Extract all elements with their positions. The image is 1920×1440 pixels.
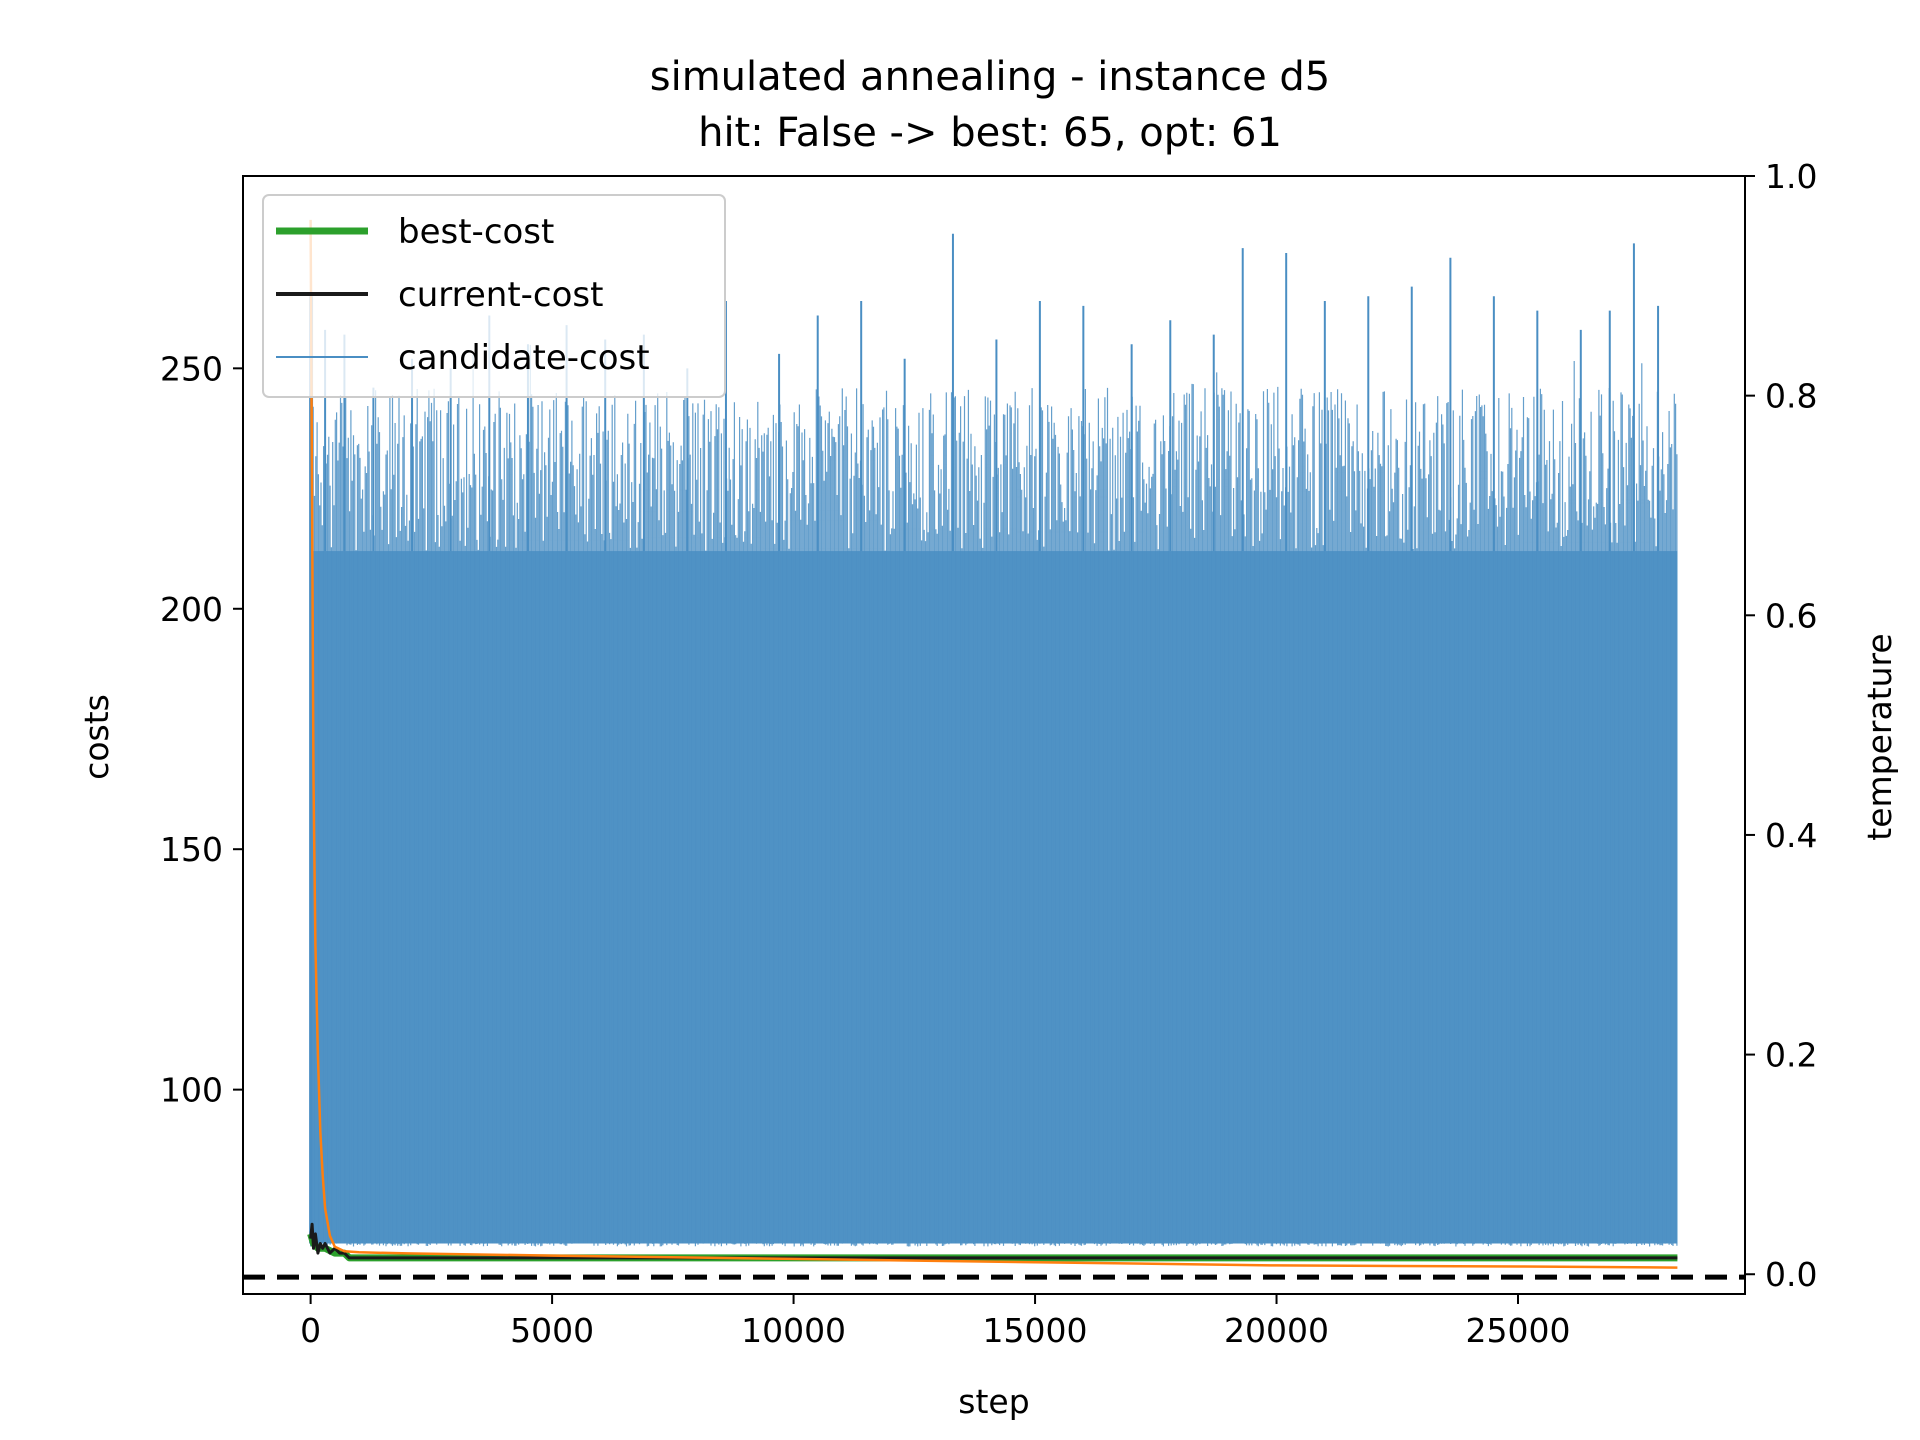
y2-tick-label: 0.6 xyxy=(1765,596,1817,635)
chart-title: simulated annealing - instance d5 xyxy=(650,54,1330,100)
y2-tick-label: 0.8 xyxy=(1765,377,1817,416)
y2-axis-label: temperature xyxy=(1860,633,1899,840)
y-tick-label: 150 xyxy=(160,830,223,869)
legend-label-candidate-cost: candidate-cost xyxy=(398,338,650,378)
candidate-cost-series xyxy=(309,233,1678,1247)
y-axis-label: costs xyxy=(77,694,116,780)
x-tick-label: 25000 xyxy=(1466,1311,1571,1350)
legend: best-cost current-cost candidate-cost xyxy=(262,194,726,398)
x-tick-label: 20000 xyxy=(1224,1311,1329,1350)
axis-ticks: 0 5000 10000 15000 20000 25000 100 150 200 250 0.0… xyxy=(160,157,1817,1350)
y2-tick-label: 1.0 xyxy=(1765,157,1817,196)
y-tick-label: 100 xyxy=(160,1071,223,1110)
x-tick-label: 5000 xyxy=(510,1311,594,1350)
x-tick-label: 0 xyxy=(300,1311,321,1350)
x-tick-label: 15000 xyxy=(983,1311,1088,1350)
plot-area xyxy=(243,219,1745,1280)
cost-lines xyxy=(243,219,1745,1280)
y2-tick-label: 0.4 xyxy=(1765,816,1817,855)
plot-frame xyxy=(242,175,1746,1295)
x-axis-label: step xyxy=(958,1382,1029,1421)
x-tick-label: 10000 xyxy=(741,1311,846,1350)
chart-subtitle: hit: False -> best: 65, opt: 61 xyxy=(698,110,1282,156)
temperature-line xyxy=(309,219,1678,1269)
y2-tick-label: 0.2 xyxy=(1765,1036,1817,1075)
y-tick-label: 200 xyxy=(160,590,223,629)
legend-label-best-cost: best-cost xyxy=(398,212,554,252)
y-tick-label: 250 xyxy=(160,349,223,388)
legend-box xyxy=(262,194,726,398)
current-cost-line xyxy=(309,1222,1678,1260)
legend-label-current-cost: current-cost xyxy=(398,275,603,315)
y2-tick-label: 0.0 xyxy=(1765,1255,1817,1294)
